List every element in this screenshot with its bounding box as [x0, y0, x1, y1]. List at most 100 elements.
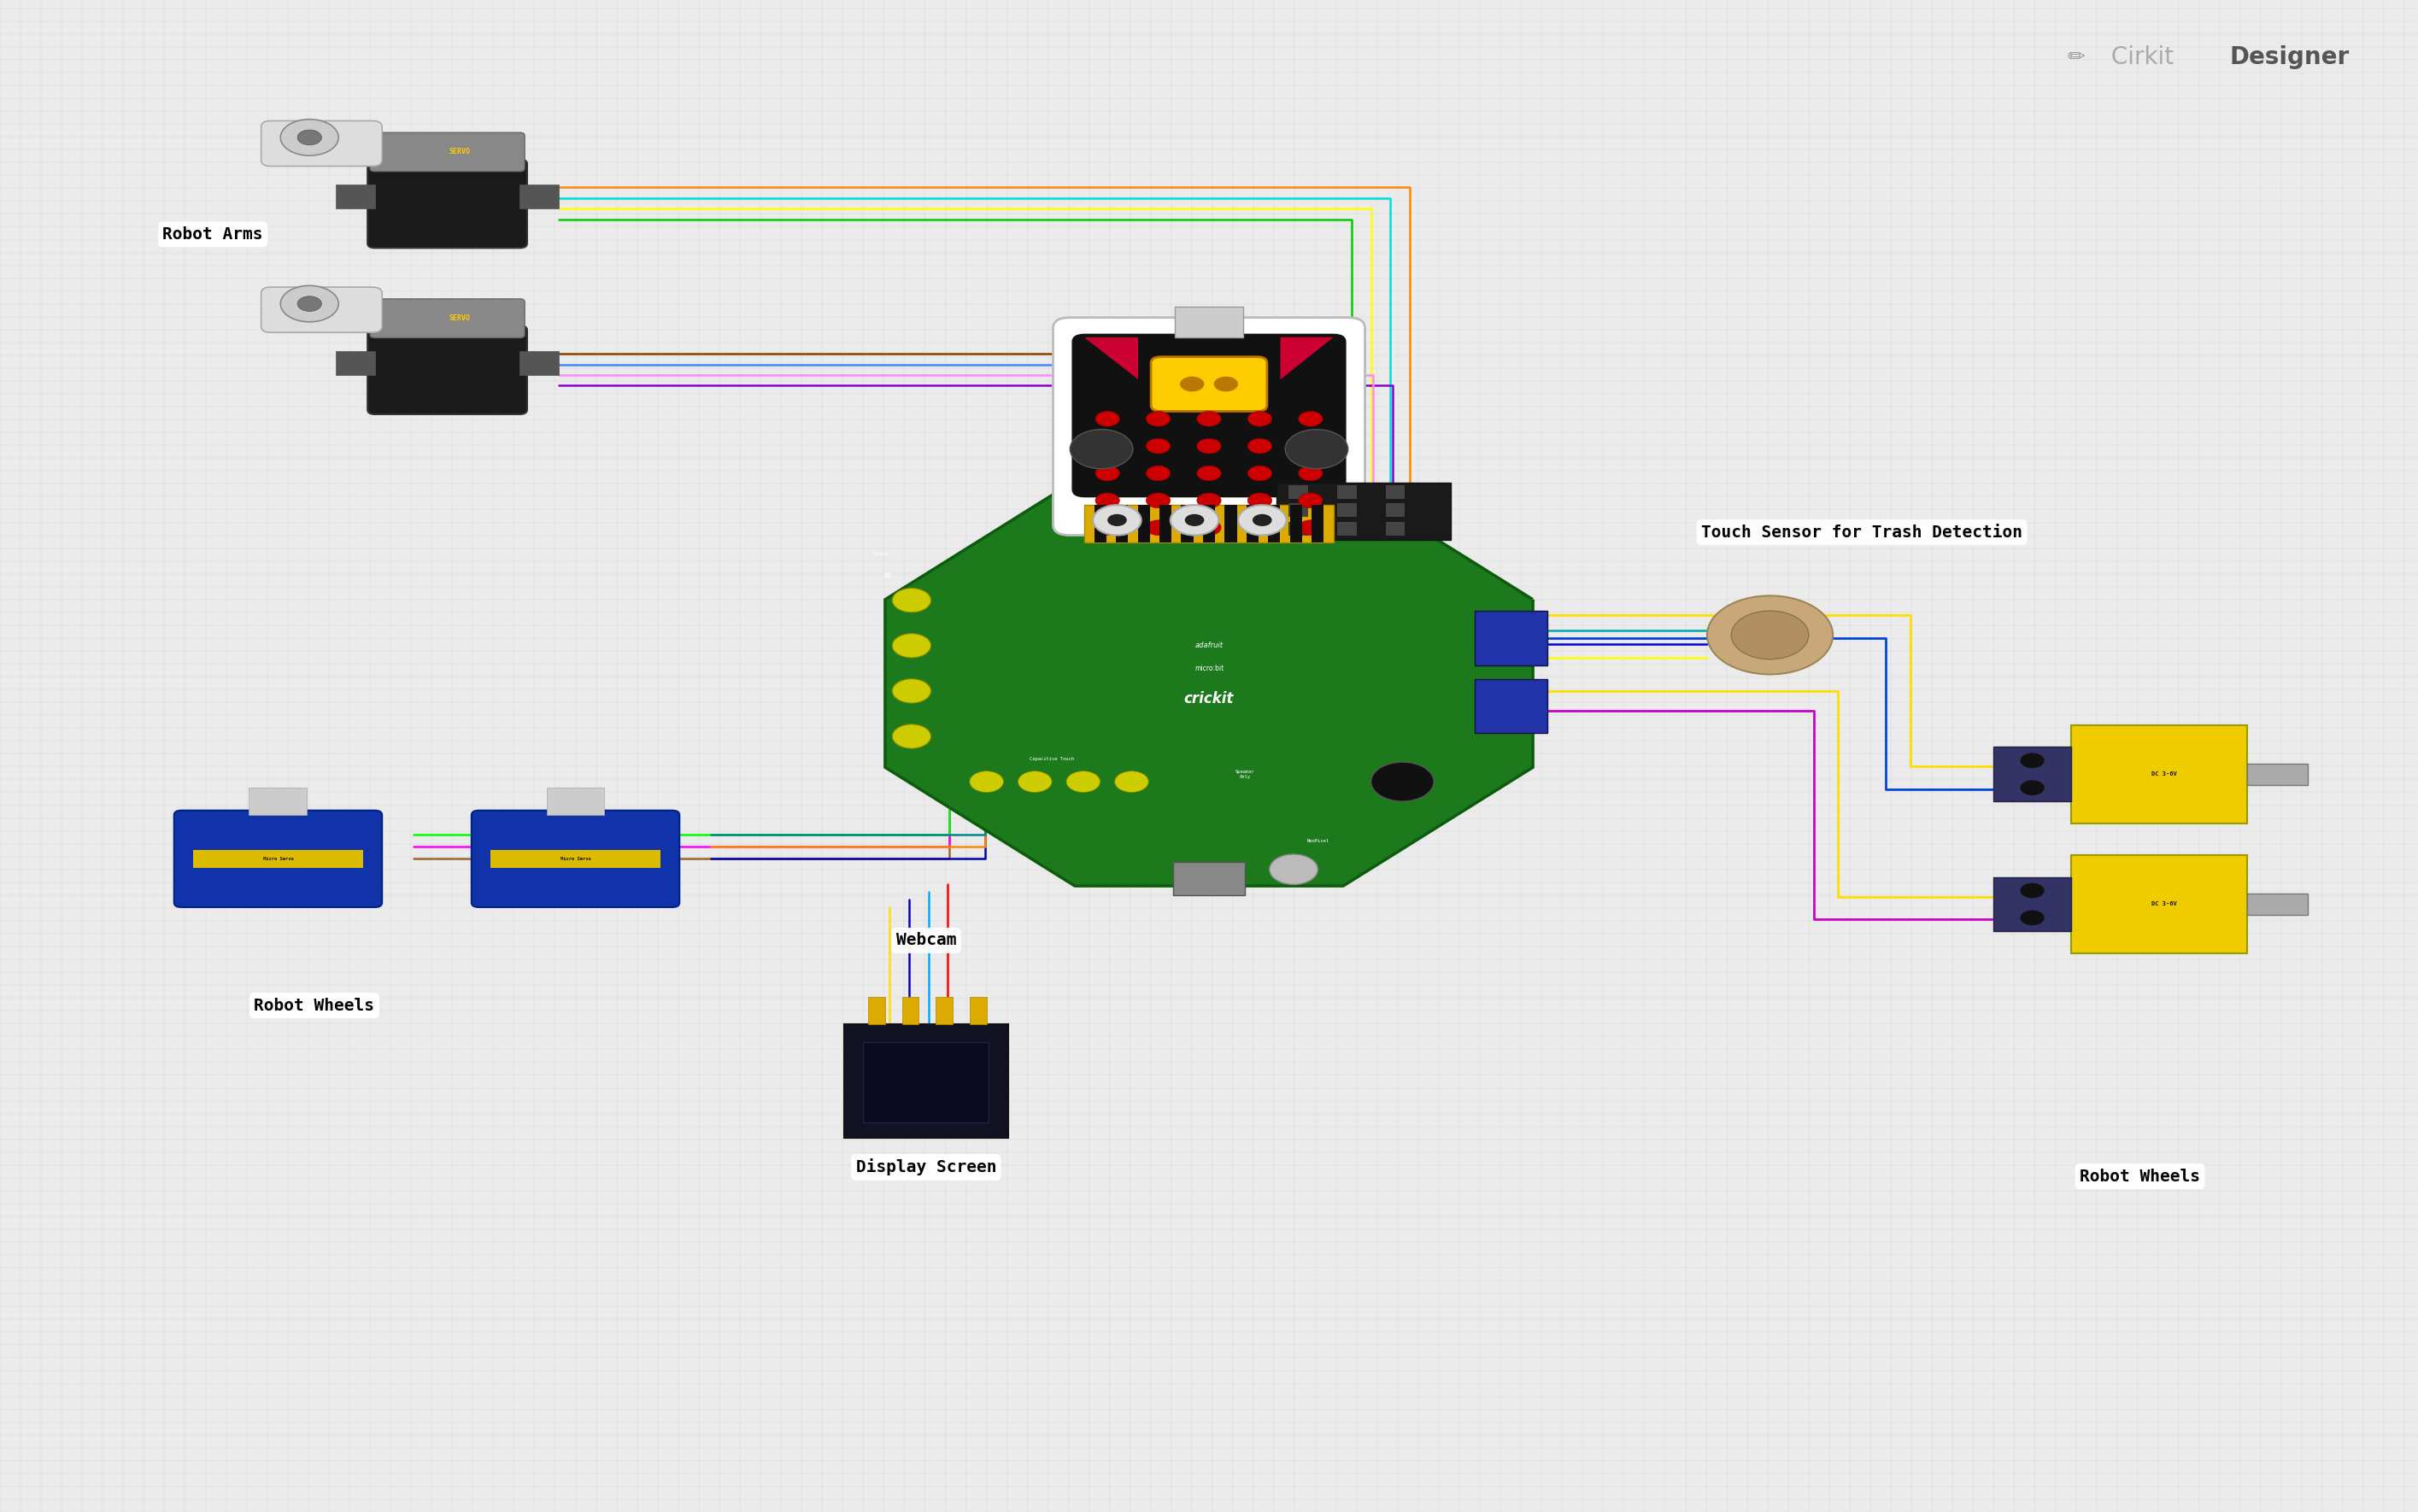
Circle shape — [2021, 883, 2046, 898]
Circle shape — [1095, 466, 1120, 481]
Text: Signal: Signal — [873, 552, 892, 556]
Bar — [1180, 505, 1194, 543]
Text: ✏: ✏ — [2067, 47, 2084, 68]
Bar — [336, 351, 375, 375]
FancyBboxPatch shape — [1151, 357, 1267, 411]
Circle shape — [1095, 411, 1120, 426]
Bar — [1202, 505, 1214, 543]
Bar — [863, 1043, 989, 1122]
Circle shape — [1248, 438, 1272, 454]
Bar — [1248, 505, 1260, 543]
Bar — [491, 850, 660, 868]
Circle shape — [1095, 493, 1120, 508]
Circle shape — [1731, 611, 1809, 659]
Circle shape — [1214, 376, 1238, 392]
Circle shape — [1146, 493, 1170, 508]
Bar — [1386, 522, 1405, 535]
Circle shape — [1707, 596, 1833, 674]
Bar — [520, 351, 559, 375]
Text: crickit: crickit — [1185, 691, 1233, 706]
Text: Designer: Designer — [2229, 45, 2350, 70]
Circle shape — [892, 588, 931, 612]
Bar — [1093, 505, 1107, 543]
Circle shape — [2021, 780, 2046, 795]
Text: Webcam: Webcam — [897, 933, 955, 948]
Circle shape — [1248, 466, 1272, 481]
FancyBboxPatch shape — [370, 299, 525, 337]
Circle shape — [1185, 514, 1204, 526]
Text: Speaker
Only: Speaker Only — [1236, 770, 1255, 779]
Bar — [902, 998, 919, 1025]
Bar — [1173, 862, 1245, 895]
Circle shape — [1146, 411, 1170, 426]
Bar — [546, 788, 604, 815]
Circle shape — [297, 130, 322, 145]
Circle shape — [1298, 520, 1323, 535]
Text: adafruit: adafruit — [1194, 641, 1224, 650]
Bar — [1311, 505, 1325, 543]
Bar — [1083, 505, 1335, 543]
Circle shape — [1197, 411, 1221, 426]
Bar — [1175, 307, 1243, 337]
Circle shape — [1197, 493, 1221, 508]
Text: NeoPixel: NeoPixel — [1306, 839, 1330, 844]
FancyBboxPatch shape — [370, 133, 525, 171]
Circle shape — [1298, 493, 1323, 508]
Circle shape — [1146, 438, 1170, 454]
Circle shape — [2021, 753, 2046, 768]
Bar — [1289, 485, 1308, 499]
Bar — [1267, 505, 1282, 543]
Bar — [1386, 485, 1405, 499]
Circle shape — [2021, 910, 2046, 925]
Circle shape — [1248, 411, 1272, 426]
Circle shape — [1095, 520, 1120, 535]
FancyBboxPatch shape — [368, 159, 527, 248]
Bar — [1289, 522, 1308, 535]
Circle shape — [892, 634, 931, 658]
Text: Robot Arms: Robot Arms — [162, 227, 264, 242]
Polygon shape — [1282, 337, 1335, 380]
Bar — [936, 998, 953, 1025]
Circle shape — [1095, 438, 1120, 454]
Text: Robot Wheels: Robot Wheels — [2079, 1169, 2200, 1184]
Bar — [1337, 503, 1356, 517]
Polygon shape — [1083, 337, 1139, 380]
Circle shape — [892, 724, 931, 748]
Circle shape — [1180, 376, 1204, 392]
Bar — [520, 184, 559, 209]
Circle shape — [1371, 762, 1434, 801]
Bar — [2249, 764, 2307, 785]
Bar — [2070, 854, 2246, 953]
Bar — [1100, 461, 1168, 491]
Bar — [2249, 894, 2307, 915]
FancyBboxPatch shape — [261, 287, 382, 333]
FancyBboxPatch shape — [472, 810, 679, 907]
Circle shape — [1197, 438, 1221, 454]
Text: micro:bit: micro:bit — [1194, 664, 1224, 673]
Circle shape — [1066, 771, 1100, 792]
Circle shape — [1269, 854, 1318, 885]
Bar — [1289, 503, 1308, 517]
Circle shape — [1018, 771, 1052, 792]
Circle shape — [1286, 429, 1349, 469]
Text: Display Screen: Display Screen — [856, 1158, 996, 1176]
Bar — [1386, 503, 1405, 517]
Circle shape — [1146, 466, 1170, 481]
Circle shape — [1248, 520, 1272, 535]
Circle shape — [1197, 466, 1221, 481]
Bar — [844, 1025, 1008, 1139]
Bar — [336, 184, 375, 209]
FancyBboxPatch shape — [1074, 334, 1344, 497]
Bar — [1992, 877, 2070, 931]
Text: Micro Servo: Micro Servo — [561, 857, 590, 860]
Text: Capacitive Touch: Capacitive Touch — [1030, 758, 1074, 761]
FancyBboxPatch shape — [174, 810, 382, 907]
Circle shape — [1298, 411, 1323, 426]
Bar — [1277, 482, 1451, 540]
FancyBboxPatch shape — [368, 325, 527, 414]
Bar — [249, 788, 307, 815]
FancyBboxPatch shape — [1052, 318, 1364, 535]
Text: SERVO: SERVO — [450, 148, 469, 156]
Bar — [1475, 611, 1548, 665]
Bar — [2070, 726, 2246, 823]
